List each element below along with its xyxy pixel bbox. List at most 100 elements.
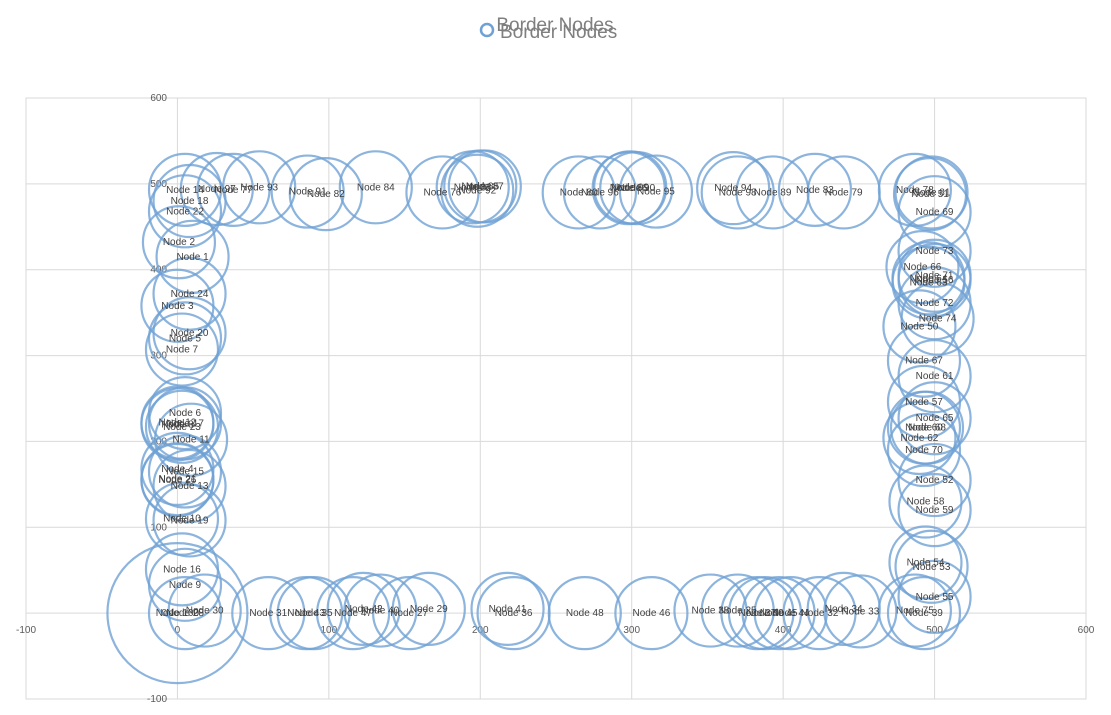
x-tick-label: 600 bbox=[1078, 625, 1095, 636]
bubble bbox=[435, 150, 510, 225]
bubble bbox=[152, 448, 227, 524]
bubble bbox=[735, 155, 810, 230]
data-label: Node 88 bbox=[454, 182, 492, 193]
data-label: Node 3 bbox=[161, 301, 194, 312]
data-label: Node 39 bbox=[905, 608, 943, 619]
data-label: Node 26 bbox=[159, 475, 197, 486]
bubble bbox=[889, 390, 965, 465]
data-label: Node 38 bbox=[692, 606, 730, 617]
data-label: Node 32 bbox=[801, 608, 839, 619]
bubble bbox=[894, 529, 969, 604]
data-label: Node 63 bbox=[910, 278, 948, 289]
x-axis-ticks: -100 0 100 200 300 400 500 600 bbox=[16, 625, 1095, 636]
data-label: Node 8 bbox=[161, 419, 194, 430]
bubble bbox=[886, 412, 962, 488]
data-label: Node 13 bbox=[171, 481, 209, 492]
bubble bbox=[144, 389, 220, 464]
data-label: Node 70 bbox=[905, 445, 943, 456]
x-tick-label: 100 bbox=[321, 625, 338, 636]
bubble bbox=[897, 175, 972, 250]
data-label: Node 57 bbox=[905, 397, 943, 408]
bubble bbox=[541, 155, 616, 230]
data-label: Node 99 bbox=[611, 182, 649, 193]
bubble bbox=[897, 473, 972, 548]
data-label: Node 1 bbox=[176, 252, 209, 263]
legend-marker bbox=[479, 22, 495, 38]
data-label: Node 47 bbox=[334, 608, 372, 619]
data-label: Node 64 bbox=[910, 273, 948, 284]
data-label: Node 75 bbox=[896, 606, 934, 617]
bubble bbox=[152, 296, 227, 371]
bubble bbox=[897, 559, 972, 634]
bubble bbox=[147, 576, 223, 651]
bubble bbox=[886, 323, 962, 398]
data-label: Node 95 bbox=[637, 187, 675, 198]
data-label: Node 78 bbox=[896, 185, 934, 196]
data-label: Node 28 bbox=[166, 608, 204, 619]
data-label: Node 35 bbox=[295, 608, 333, 619]
data-label: Node 20 bbox=[171, 328, 209, 339]
data-label: Node 27 bbox=[390, 608, 428, 619]
data-label: Node 45 bbox=[760, 608, 798, 619]
bubble bbox=[877, 573, 952, 648]
x-tick-label: 200 bbox=[472, 625, 489, 636]
bubble bbox=[147, 174, 223, 249]
bubble bbox=[222, 150, 297, 225]
bubble bbox=[147, 386, 223, 461]
data-label: Node 44 bbox=[772, 608, 810, 619]
x-tick-label: 0 bbox=[175, 625, 181, 636]
bubble bbox=[179, 151, 254, 227]
y-tick-label: -100 bbox=[147, 694, 167, 705]
data-label: Node 25 bbox=[719, 606, 757, 617]
data-label: Node 61 bbox=[916, 371, 954, 382]
bubble bbox=[547, 576, 622, 651]
data-label: Node 69 bbox=[916, 207, 954, 218]
bubble bbox=[405, 155, 480, 230]
data-label: Node 93 bbox=[240, 182, 278, 193]
data-label: Node 87 bbox=[466, 181, 504, 192]
data-label: Node 37 bbox=[738, 608, 776, 619]
bubble bbox=[696, 151, 771, 226]
data-label: Node 24 bbox=[171, 289, 209, 300]
bubble bbox=[614, 576, 689, 651]
data-label: Node 19 bbox=[171, 515, 209, 526]
bubble bbox=[140, 442, 215, 518]
data-label: Node 98 bbox=[719, 187, 757, 198]
data-label: Node 71 bbox=[916, 271, 954, 282]
bubble bbox=[152, 483, 227, 558]
bubble bbox=[897, 213, 972, 288]
data-label: Node 91 bbox=[289, 187, 327, 198]
data-label: Node 10 bbox=[163, 514, 201, 525]
data-label: Node 80 bbox=[560, 187, 598, 198]
bubble bbox=[894, 155, 969, 230]
data-label: Node 65 bbox=[916, 413, 954, 424]
data-label: Node 6 bbox=[169, 408, 202, 419]
bubble bbox=[673, 573, 748, 648]
data-label: Node 62 bbox=[901, 433, 939, 444]
x-tick-label: 500 bbox=[926, 625, 943, 636]
bubble bbox=[891, 241, 966, 316]
data-label: Node 97 bbox=[198, 184, 236, 195]
gridlines bbox=[25, 97, 1087, 700]
data-label: Node 30 bbox=[186, 606, 224, 617]
data-label: Node 31 bbox=[249, 608, 287, 619]
data-label: Node 9 bbox=[169, 580, 202, 591]
bubble bbox=[196, 152, 271, 227]
data-label: Node 7 bbox=[166, 345, 199, 356]
bubble bbox=[885, 230, 960, 305]
data-label: Node 72 bbox=[916, 298, 954, 309]
data-label: Node 81 bbox=[913, 187, 951, 198]
bubble bbox=[167, 573, 242, 648]
data-label: Node 96 bbox=[581, 187, 619, 198]
data-label: Node 12 bbox=[159, 418, 197, 429]
bubble bbox=[440, 153, 515, 228]
bubble bbox=[727, 576, 803, 651]
bubble bbox=[900, 281, 975, 356]
chart-title: Border Nodes bbox=[496, 15, 613, 36]
data-label: Node 67 bbox=[905, 356, 943, 367]
y-tick-label: 200 bbox=[150, 436, 167, 447]
bubble bbox=[897, 442, 972, 518]
